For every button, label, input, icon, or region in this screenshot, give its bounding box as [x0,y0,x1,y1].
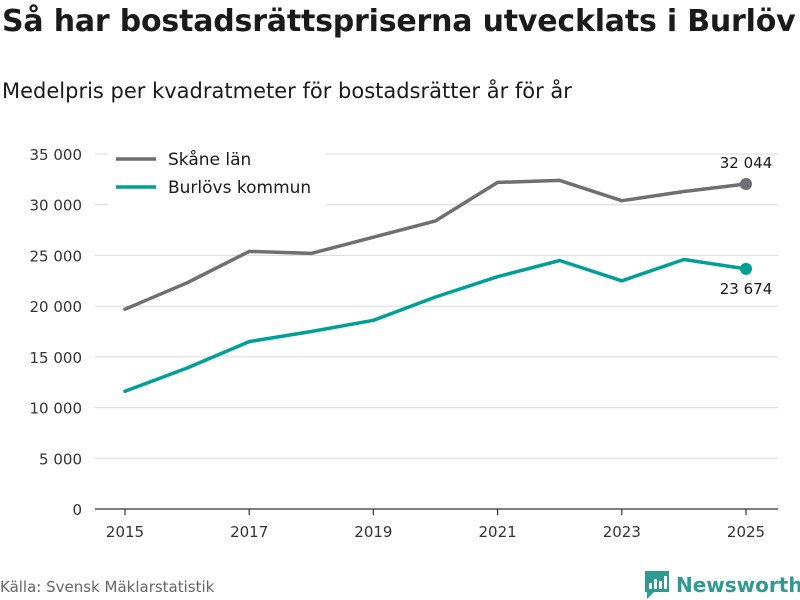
x-tick-label: 2023 [603,523,641,541]
x-tick-label: 2015 [106,523,144,541]
series-line-skane [123,178,748,311]
brand-name: Newsworthy [676,573,800,597]
x-tick-label: 2019 [354,523,392,541]
legend-background [108,146,326,206]
end-point-marker [740,262,752,275]
x-tick-label: 2017 [230,523,268,541]
newsworthy-logo: Newsworthy [644,570,800,600]
end-point-marker [740,177,752,190]
y-tick-label: 25 000 [30,247,83,265]
source-note: Källa: Svensk Mäklarstatistik [0,578,215,596]
series-lines [123,177,752,394]
y-tick-label: 10 000 [30,400,83,418]
y-tick-label: 20 000 [30,298,83,316]
y-tick-label: 5 000 [39,450,82,468]
data-labels: 32 044 23 674 [720,154,773,298]
legend-label: Burlövs kommun [168,178,311,198]
legend: Skåne län Burlövs kommun [108,146,326,206]
end-value-label: 32 044 [720,154,773,172]
chart-title: Så har bostadsrättspriserna utvecklats i… [2,4,796,39]
y-tick-label: 35 000 [30,146,83,164]
x-tick-label: 2025 [727,523,765,541]
end-value-label: 23 674 [720,280,773,298]
y-tick-label: 0 [72,501,82,519]
newsworthy-icon [645,571,669,599]
y-tick-label: 15 000 [30,349,83,367]
y-tick-label: 30 000 [30,197,83,215]
x-tick-label: 2021 [479,523,517,541]
series-line-burlov [123,257,748,394]
chart-subtitle: Medelpris per kvadratmeter för bostadsrä… [2,79,572,103]
legend-label: Skåne län [168,149,251,170]
axes: 0 5 000 10 000 15 000 20 000 25 000 30 000 35 0… [30,146,778,541]
